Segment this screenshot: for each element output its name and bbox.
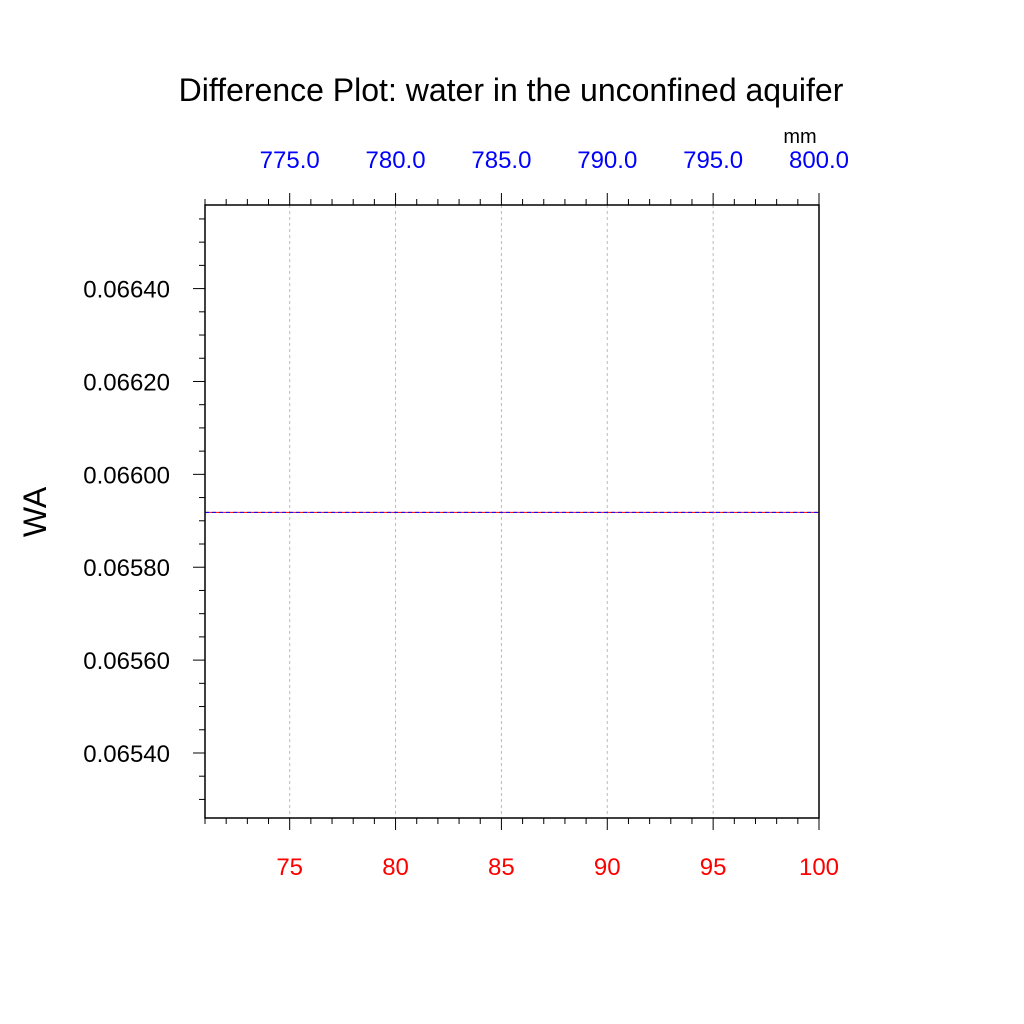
top-tick-label: 795.0 — [683, 147, 743, 174]
top-tick-label: 785.0 — [471, 147, 531, 174]
bottom-axis-labels: 75 80 85 90 95 100 — [276, 854, 839, 881]
y-tick-label: 0.06600 — [83, 462, 170, 489]
axis-ticks — [193, 193, 820, 830]
y-tick-label: 0.06640 — [83, 277, 170, 304]
top-tick-label: 775.0 — [260, 147, 320, 174]
y-axis-label: WA — [17, 486, 53, 537]
top-axis-labels: 775.0 780.0 785.0 790.0 795.0 800.0 — [260, 147, 849, 174]
x-tick-label: 85 — [488, 854, 515, 881]
plot-frame — [204, 204, 820, 819]
y-tick-label: 0.06540 — [83, 741, 170, 768]
top-axis-units: mm — [783, 126, 816, 148]
top-tick-label: 790.0 — [577, 147, 637, 174]
grid — [289, 205, 714, 818]
chart-title: Difference Plot: water in the unconfined… — [179, 72, 844, 108]
y-tick-label: 0.06580 — [83, 555, 170, 582]
x-tick-label: 95 — [700, 854, 727, 881]
y-axis-labels: 0.06540 0.06560 0.06580 0.06600 0.06620 0.066… — [83, 277, 170, 768]
top-tick-label: 800.0 — [789, 147, 849, 174]
x-tick-label: 75 — [276, 854, 303, 881]
x-tick-label: 90 — [594, 854, 621, 881]
x-tick-label: 100 — [799, 854, 839, 881]
y-tick-label: 0.06560 — [83, 648, 170, 675]
y-tick-label: 0.06620 — [83, 369, 170, 396]
top-tick-label: 780.0 — [366, 147, 426, 174]
x-tick-label: 80 — [382, 854, 409, 881]
